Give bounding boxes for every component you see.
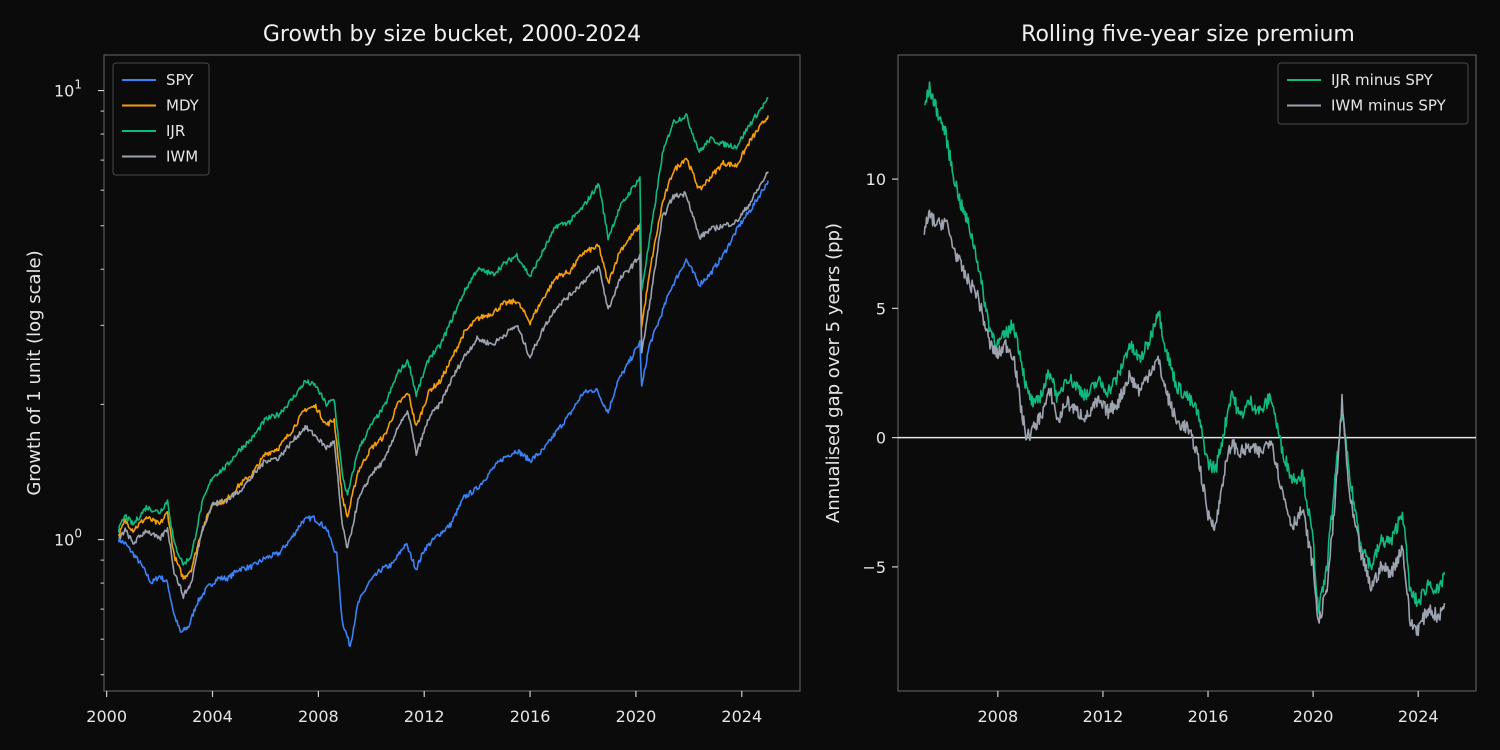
growth-y-axis-label: Growth of 1 unit (log scale) — [24, 250, 45, 495]
x-tick-label-2020: 2020 — [616, 707, 657, 726]
y-tick-label-0: 0 — [876, 429, 886, 448]
series-line-iwm — [118, 171, 769, 600]
series-line-ijr — [117, 97, 769, 566]
series-line-mdy — [117, 115, 769, 580]
growth-chart-title: Growth by size bucket, 2000-2024 — [263, 22, 641, 47]
legend-label-ijr-minus-spy: IJR minus SPY — [1331, 71, 1434, 89]
premium-chart-title: Rolling five-year size premium — [1021, 22, 1355, 47]
x-tick-label-2016: 2016 — [1188, 707, 1229, 726]
legend-label-iwm: IWM — [166, 148, 198, 166]
series-line-ijr-minus-spy — [923, 81, 1446, 615]
y-tick-label--5: −5 — [862, 558, 886, 577]
x-tick-label-2012: 2012 — [1083, 707, 1124, 726]
legend-label-ijr: IJR — [166, 122, 185, 140]
legend-box — [112, 62, 210, 176]
premium-panel: Rolling five-year size premium Annualise… — [823, 22, 1477, 726]
legend-label-mdy: MDY — [166, 97, 200, 115]
x-tick-label-2024: 2024 — [1398, 707, 1439, 726]
premium-y-axis-label: Annualised gap over 5 years (pp) — [823, 223, 844, 523]
series-line-iwm-minus-spy — [923, 209, 1446, 637]
x-tick-label-2020: 2020 — [1293, 707, 1334, 726]
x-tick-label-2008: 2008 — [298, 707, 339, 726]
x-tick-label-2012: 2012 — [404, 707, 445, 726]
x-tick-label-2016: 2016 — [510, 707, 551, 726]
y-tick-label-5: 5 — [876, 299, 886, 318]
y-tick-label-10: 10 — [866, 170, 886, 189]
legend-box — [1277, 62, 1469, 125]
y-tick-label-10-1: 101 — [54, 78, 82, 101]
x-tick-label-2024: 2024 — [721, 707, 762, 726]
legend-label-iwm-minus-spy: IWM minus SPY — [1331, 97, 1447, 115]
premium-plot-area — [897, 54, 1477, 692]
x-tick-label-2000: 2000 — [86, 707, 127, 726]
growth-legend: SPY MDY IJR IWM — [112, 62, 210, 176]
x-tick-label-2004: 2004 — [192, 707, 233, 726]
x-tick-label-2008: 2008 — [977, 707, 1018, 726]
growth-series-lines — [117, 97, 769, 648]
premium-series-lines — [923, 81, 1446, 637]
premium-axis-ticks: 2008 2012 2016 2020 2024 10 5 0 −5 — [862, 170, 1438, 726]
premium-legend: IJR minus SPY IWM minus SPY — [1277, 62, 1469, 125]
growth-axis-ticks: 2000 2004 2008 2012 2016 2020 2024 100 101 — [54, 78, 762, 726]
growth-panel: Growth by size bucket, 2000-2024 Growth … — [24, 22, 801, 726]
series-line-spy — [117, 180, 769, 648]
legend-label-spy: SPY — [166, 71, 194, 89]
y-tick-label-10-0: 100 — [54, 527, 82, 550]
